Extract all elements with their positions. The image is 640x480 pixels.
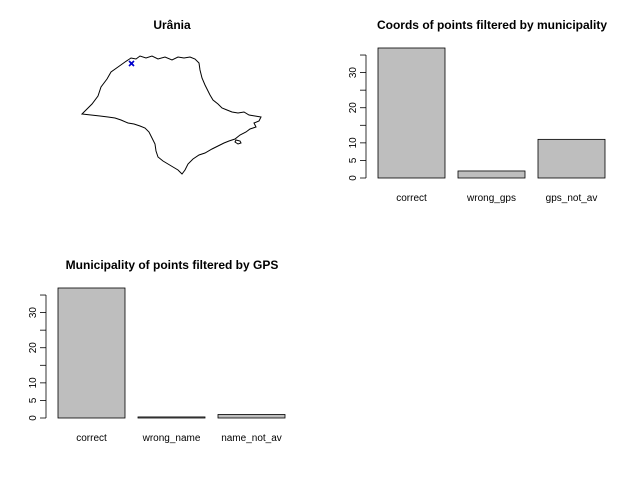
chart-coords-filtered: Coords of points filtered by municipalit… xyxy=(348,18,607,204)
bar-name_not_av xyxy=(217,414,286,419)
y-tick-label: 30 xyxy=(348,67,359,79)
y-tick-label: 0 xyxy=(28,415,39,421)
chart2-bars xyxy=(57,287,286,419)
chart1-y-axis: 0 5 10 20 30 xyxy=(348,54,367,181)
chart1-category-labels: correct wrong_gps gps_not_av xyxy=(396,193,597,204)
bar-correct xyxy=(57,287,126,419)
bar-correct xyxy=(377,47,446,179)
bar-wrong_gps xyxy=(457,170,526,179)
category-label-name_not_av: name_not_av xyxy=(221,433,282,444)
category-label-wrong_gps: wrong_gps xyxy=(466,193,516,204)
category-label-correct: correct xyxy=(396,193,427,204)
category-label-correct: correct xyxy=(76,433,107,444)
region-outline xyxy=(80,55,262,175)
y-tick-label: 10 xyxy=(28,377,39,389)
y-tick-label: 5 xyxy=(28,397,39,403)
map-panel: Urânia xyxy=(80,18,262,175)
occurrence-point-marker xyxy=(128,60,135,67)
y-tick-label: 5 xyxy=(348,157,359,163)
chart2-y-axis: 0 5 10 20 30 xyxy=(28,294,47,421)
y-tick-label: 20 xyxy=(28,342,39,354)
y-tick-label: 10 xyxy=(348,137,359,149)
y-tick-label: 30 xyxy=(28,307,39,319)
map-title: Urânia xyxy=(153,18,191,32)
chart1-title: Coords of points filtered by municipalit… xyxy=(377,18,607,32)
category-label-gps_not_av: gps_not_av xyxy=(546,193,598,204)
chart2-title: Municipality of points filtered by GPS xyxy=(66,258,279,272)
y-tick-label: 20 xyxy=(348,102,359,114)
y-tick-label: 0 xyxy=(348,175,359,181)
chart-municipality-filtered: Municipality of points filtered by GPS 0… xyxy=(28,258,286,444)
chart1-bars xyxy=(377,47,606,179)
chart2-category-labels: correct wrong_name name_not_av xyxy=(76,433,282,444)
island-outline xyxy=(234,139,242,145)
bar-gps_not_av xyxy=(537,138,606,179)
category-label-wrong_name: wrong_name xyxy=(142,433,201,444)
bar-wrong_name xyxy=(137,416,206,419)
